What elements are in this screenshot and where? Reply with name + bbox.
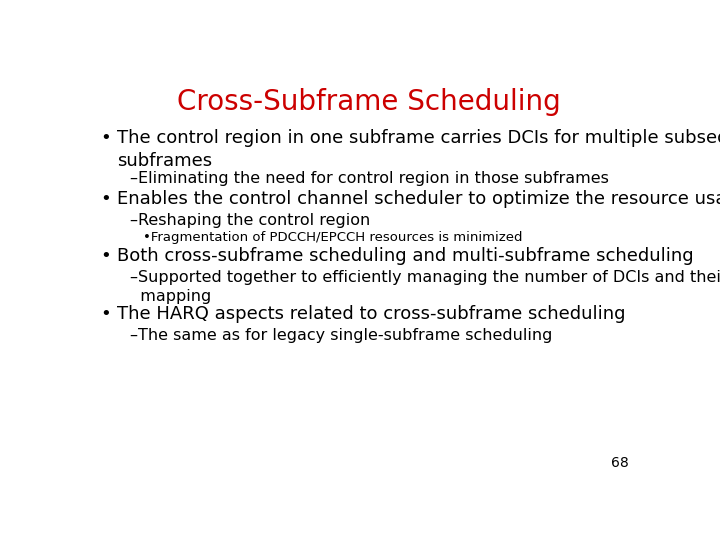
Text: •: • (100, 190, 111, 207)
Text: The control region in one subframe carries DCIs for multiple subsequent
subframe: The control region in one subframe carri… (117, 129, 720, 170)
Text: •: • (100, 129, 111, 147)
Text: •: • (100, 305, 111, 323)
Text: The HARQ aspects related to cross-subframe scheduling: The HARQ aspects related to cross-subfra… (117, 305, 625, 323)
Text: •: • (100, 247, 111, 265)
Text: –The same as for legacy single-subframe scheduling: –The same as for legacy single-subframe … (130, 328, 552, 343)
Text: 68: 68 (611, 456, 629, 470)
Text: –Supported together to efficiently managing the number of DCIs and their resourc: –Supported together to efficiently manag… (130, 269, 720, 303)
Text: Cross-Subframe Scheduling: Cross-Subframe Scheduling (177, 87, 561, 116)
Text: –Reshaping the control region: –Reshaping the control region (130, 213, 370, 227)
Text: –Eliminating the need for control region in those subframes: –Eliminating the need for control region… (130, 171, 609, 186)
Text: Enables the control channel scheduler to optimize the resource usage: Enables the control channel scheduler to… (117, 190, 720, 207)
Text: Both cross-subframe scheduling and multi-subframe scheduling: Both cross-subframe scheduling and multi… (117, 247, 693, 265)
Text: •Fragmentation of PDCCH/EPCCH resources is minimized: •Fragmentation of PDCCH/EPCCH resources … (143, 231, 523, 244)
